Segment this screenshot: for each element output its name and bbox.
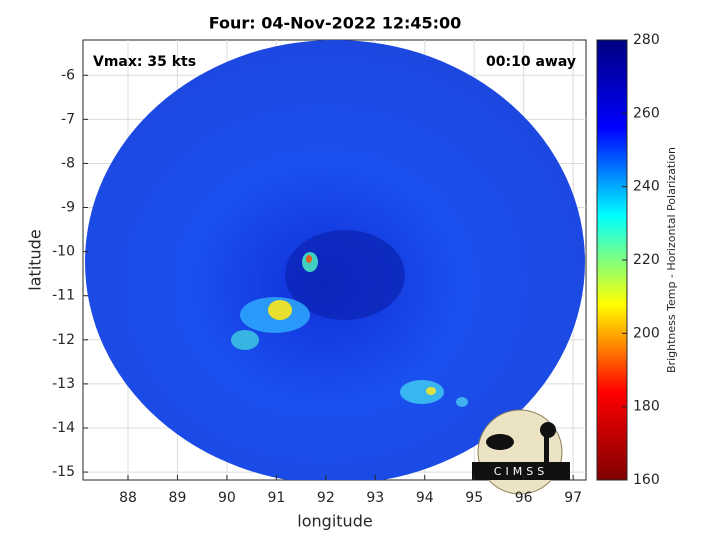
y-tick-label: -9 — [61, 200, 75, 216]
x-tick-label: 92 — [317, 490, 335, 506]
colorbar-label: Brightness Temp - Horizontal Polarizatio… — [665, 147, 678, 373]
logo-text: CIMSS — [494, 465, 548, 478]
brightness-image — [85, 40, 585, 480]
y-tick-label: -13 — [52, 376, 75, 392]
y-tick-label: -8 — [61, 155, 75, 171]
x-tick-label: 93 — [366, 490, 384, 506]
colorbar-tick-label: 200 — [633, 325, 660, 341]
y-axis-label: latitude — [26, 229, 45, 290]
x-tick-label: 95 — [465, 490, 483, 506]
x-tick-label: 94 — [416, 490, 434, 506]
colorbar-tick-label: 260 — [633, 105, 660, 121]
x-tick-label: 97 — [564, 490, 582, 506]
y-tick-label: -14 — [52, 420, 75, 436]
y-tick-label: -10 — [52, 244, 75, 260]
chart-title: Four: 04-Nov-2022 12:45:00 — [209, 14, 462, 33]
x-tick-label: 89 — [169, 490, 187, 506]
cimss-logo: CIMSS — [472, 409, 570, 495]
colorbar-tick-label: 240 — [633, 179, 660, 195]
annotation: 00:10 away — [486, 54, 576, 70]
x-tick-label: 90 — [218, 490, 236, 506]
y-tick-label: -12 — [52, 332, 75, 348]
x-tick-label: 91 — [267, 490, 285, 506]
x-axis-label: longitude — [297, 512, 372, 531]
colorbar-tick-label: 220 — [633, 252, 660, 268]
colorbar-tick-label: 180 — [633, 399, 660, 415]
y-tick-label: -15 — [52, 464, 75, 480]
y-tick-label: -6 — [61, 67, 75, 83]
y-tick-label: -7 — [61, 111, 75, 127]
x-tick-label: 88 — [119, 490, 137, 506]
colorbar-tick-label: 160 — [633, 472, 660, 488]
x-tick-label: 96 — [515, 490, 533, 506]
y-tick-label: -11 — [52, 288, 75, 304]
annotation: Vmax: 35 kts — [93, 54, 196, 70]
colorbar-tick-label: 280 — [633, 32, 660, 48]
